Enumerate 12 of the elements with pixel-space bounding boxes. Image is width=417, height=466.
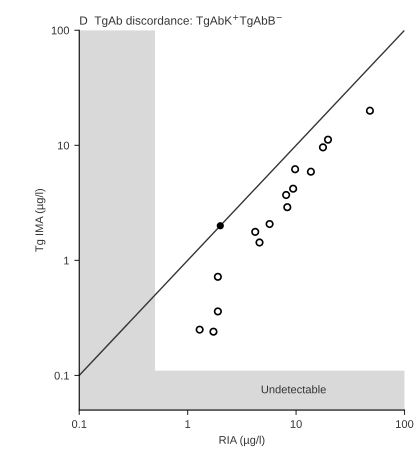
y-tick-label: 10	[58, 142, 70, 150]
band-label: Undetectable	[262, 385, 326, 394]
chart-title: D TgAb discordance: TgAbK$^{+}$TgAbB$^{−}$	[80, 14, 282, 28]
y-tick-label: 1	[64, 256, 69, 264]
y-tick-label: 100	[52, 26, 70, 34]
x-tick-label: 1	[185, 420, 190, 428]
x-tick-label: 0.1	[72, 420, 86, 428]
x-tick-label: 100	[396, 420, 414, 428]
x-tick-label: 10	[290, 420, 302, 428]
y-axis-title: Tg IMA (µg/l)	[35, 188, 46, 252]
x-axis-title: RIA (µg/l)	[220, 436, 264, 446]
y-tick-label: 0.1	[54, 372, 69, 380]
